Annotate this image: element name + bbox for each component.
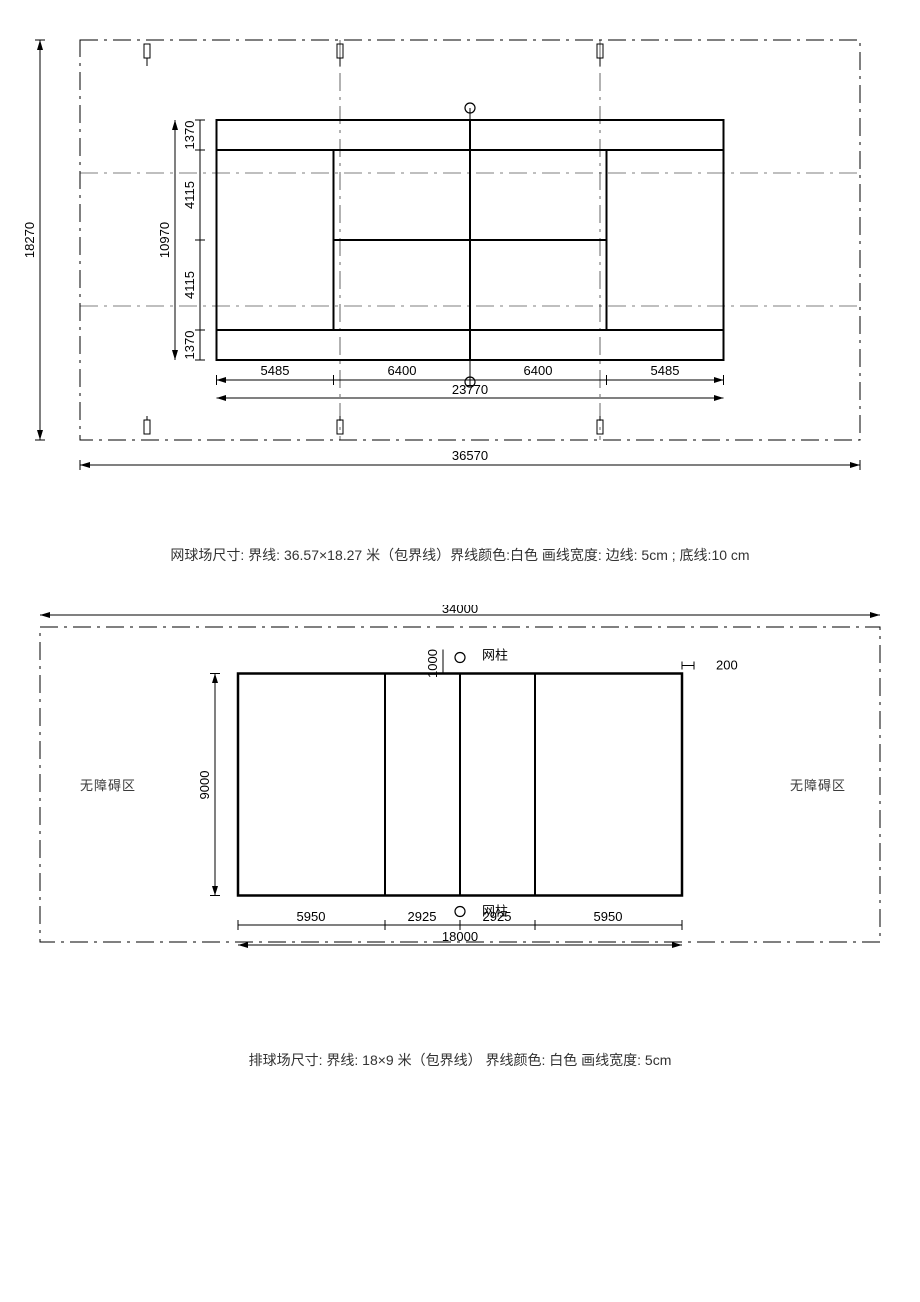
dim-label: 18000 [442,929,478,944]
light-pole-icon [144,44,150,66]
dim-label: 4115 [182,271,197,299]
dim-label: 1370 [182,331,197,360]
dim-label: 6400 [388,363,417,378]
net-post-label: 网柱 [482,648,508,663]
light-pole-icon [144,416,150,434]
dim-label: 5950 [297,909,326,924]
dim-label: 23770 [452,382,488,397]
volleyball-caption: 排球场尺寸: 界线: 18×9 米（包界线） 界线颜色: 白色 画线宽度: 5c… [20,1050,900,1070]
dim-label: 34000 [442,605,478,616]
tennis-svg: 18270 36570 5485 6400 6400 5485 [20,20,900,500]
tennis-caption: 网球场尺寸: 界线: 36.57×18.27 米（包界线）界线颜色:白色 画线宽… [20,545,900,565]
light-pole-icon [597,416,603,434]
dim-label: 2925 [483,909,512,924]
volleyball-svg: 34000 网柱 网柱 1000 200 [20,605,900,1005]
dim-label: 5485 [651,363,680,378]
zone-label-left: 无障碍区 [80,778,136,793]
dim-outer-height: 18270 [22,40,45,440]
dim-label: 2925 [408,909,437,924]
dim-label: 5950 [594,909,623,924]
volleyball-court-diagram: 34000 网柱 网柱 1000 200 [20,605,900,1010]
dim-label: 5485 [261,363,290,378]
dim-label: 36570 [452,448,488,463]
dim-label: 6400 [524,363,553,378]
dim-outer-width: 36570 [80,448,860,470]
net-posts: 网柱 网柱 1000 [425,648,508,919]
dim-label: 18270 [22,222,37,258]
dim-gap: 200 [682,658,738,673]
dim-label: 1000 [425,649,440,678]
dim-outer-width: 34000 [40,605,880,618]
zone-label-right: 无障碍区 [790,778,846,793]
net-post-icon [455,907,465,917]
dim-label: 200 [716,658,738,673]
dim-court-height: 9000 [197,674,220,896]
dim-label: 4115 [182,181,197,209]
dim-label: 1370 [182,121,197,150]
light-pole-icon [337,416,343,434]
dim-court-heights: 1370 4115 4115 1370 10970 [157,120,205,360]
net-post-icon [455,653,465,663]
tennis-court-diagram: 18270 36570 5485 6400 6400 5485 [20,20,900,505]
dim-label: 10970 [157,222,172,258]
dim-label: 9000 [197,771,212,800]
